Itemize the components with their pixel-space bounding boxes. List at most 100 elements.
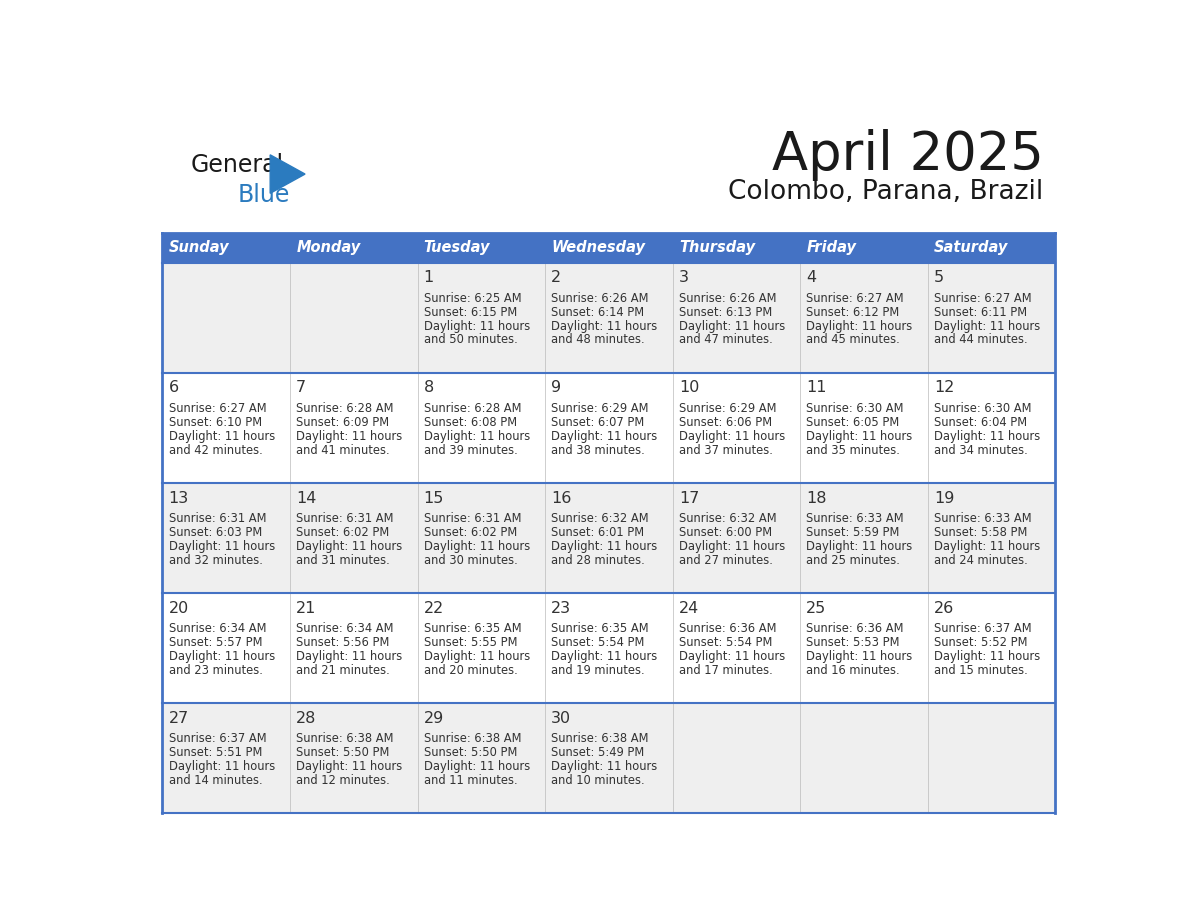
Text: Sunrise: 6:26 AM: Sunrise: 6:26 AM bbox=[551, 292, 649, 305]
Text: April 2025: April 2025 bbox=[772, 129, 1043, 182]
Bar bbox=[928, 233, 1055, 263]
Text: Daylight: 11 hours: Daylight: 11 hours bbox=[169, 760, 274, 773]
Text: Sunset: 6:15 PM: Sunset: 6:15 PM bbox=[424, 306, 517, 319]
Text: Sunset: 6:03 PM: Sunset: 6:03 PM bbox=[169, 526, 261, 539]
Text: Sunrise: 6:37 AM: Sunrise: 6:37 AM bbox=[169, 733, 266, 745]
Text: Sunrise: 6:38 AM: Sunrise: 6:38 AM bbox=[424, 733, 522, 745]
Text: and 28 minutes.: and 28 minutes. bbox=[551, 554, 645, 566]
Text: 23: 23 bbox=[551, 600, 571, 616]
Text: and 39 minutes.: and 39 minutes. bbox=[424, 443, 518, 456]
Text: 8: 8 bbox=[424, 380, 434, 396]
Text: Sunset: 5:56 PM: Sunset: 5:56 PM bbox=[296, 636, 390, 649]
Text: Daylight: 11 hours: Daylight: 11 hours bbox=[424, 760, 530, 773]
Text: 18: 18 bbox=[807, 490, 827, 506]
Text: Sunrise: 6:34 AM: Sunrise: 6:34 AM bbox=[296, 622, 393, 635]
Bar bbox=[545, 233, 672, 263]
Text: Sunset: 5:53 PM: Sunset: 5:53 PM bbox=[807, 636, 899, 649]
Text: 11: 11 bbox=[807, 380, 827, 396]
Text: Sunset: 6:07 PM: Sunset: 6:07 PM bbox=[551, 416, 645, 429]
Text: Daylight: 11 hours: Daylight: 11 hours bbox=[678, 540, 785, 553]
Text: Wednesday: Wednesday bbox=[551, 241, 645, 255]
Text: 5: 5 bbox=[934, 270, 944, 285]
Text: and 42 minutes.: and 42 minutes. bbox=[169, 443, 263, 456]
Text: and 47 minutes.: and 47 minutes. bbox=[678, 333, 772, 346]
Text: Daylight: 11 hours: Daylight: 11 hours bbox=[551, 430, 657, 442]
Text: Sunset: 6:02 PM: Sunset: 6:02 PM bbox=[424, 526, 517, 539]
Text: Sunset: 6:04 PM: Sunset: 6:04 PM bbox=[934, 416, 1028, 429]
Text: Sunrise: 6:31 AM: Sunrise: 6:31 AM bbox=[424, 512, 522, 525]
Text: Colombo, Parana, Brazil: Colombo, Parana, Brazil bbox=[728, 179, 1043, 206]
Text: Sunrise: 6:29 AM: Sunrise: 6:29 AM bbox=[678, 402, 776, 415]
Text: Daylight: 11 hours: Daylight: 11 hours bbox=[934, 319, 1041, 332]
Text: Daylight: 11 hours: Daylight: 11 hours bbox=[678, 319, 785, 332]
Text: General: General bbox=[191, 152, 284, 176]
Bar bbox=[672, 233, 801, 263]
Text: and 24 minutes.: and 24 minutes. bbox=[934, 554, 1028, 566]
Text: Sunrise: 6:32 AM: Sunrise: 6:32 AM bbox=[678, 512, 777, 525]
Bar bbox=[163, 233, 290, 263]
Text: Saturday: Saturday bbox=[934, 241, 1009, 255]
Text: Sunset: 5:50 PM: Sunset: 5:50 PM bbox=[296, 746, 390, 759]
Text: Sunrise: 6:26 AM: Sunrise: 6:26 AM bbox=[678, 292, 776, 305]
Bar bbox=[290, 233, 417, 263]
Text: 27: 27 bbox=[169, 711, 189, 726]
Bar bbox=[163, 593, 1055, 703]
Text: 9: 9 bbox=[551, 380, 562, 396]
Text: Daylight: 11 hours: Daylight: 11 hours bbox=[424, 540, 530, 553]
Text: and 20 minutes.: and 20 minutes. bbox=[424, 664, 518, 677]
Text: Sunset: 6:11 PM: Sunset: 6:11 PM bbox=[934, 306, 1028, 319]
Text: and 48 minutes.: and 48 minutes. bbox=[551, 333, 645, 346]
Text: Sunset: 6:10 PM: Sunset: 6:10 PM bbox=[169, 416, 261, 429]
Text: Sunset: 5:55 PM: Sunset: 5:55 PM bbox=[424, 636, 517, 649]
Text: Tuesday: Tuesday bbox=[424, 241, 491, 255]
Text: Daylight: 11 hours: Daylight: 11 hours bbox=[678, 430, 785, 442]
Text: and 37 minutes.: and 37 minutes. bbox=[678, 443, 772, 456]
Text: Sunset: 5:50 PM: Sunset: 5:50 PM bbox=[424, 746, 517, 759]
Text: Daylight: 11 hours: Daylight: 11 hours bbox=[296, 540, 403, 553]
Text: 19: 19 bbox=[934, 490, 954, 506]
Bar bbox=[163, 263, 1055, 373]
Text: 7: 7 bbox=[296, 380, 307, 396]
Text: Daylight: 11 hours: Daylight: 11 hours bbox=[551, 540, 657, 553]
Text: Daylight: 11 hours: Daylight: 11 hours bbox=[551, 650, 657, 663]
Text: Daylight: 11 hours: Daylight: 11 hours bbox=[424, 430, 530, 442]
Bar bbox=[801, 233, 928, 263]
Text: Sunset: 6:06 PM: Sunset: 6:06 PM bbox=[678, 416, 772, 429]
Text: and 35 minutes.: and 35 minutes. bbox=[807, 443, 901, 456]
Text: Sunrise: 6:35 AM: Sunrise: 6:35 AM bbox=[551, 622, 649, 635]
Text: Sunset: 5:52 PM: Sunset: 5:52 PM bbox=[934, 636, 1028, 649]
Text: and 41 minutes.: and 41 minutes. bbox=[296, 443, 390, 456]
Text: Sunrise: 6:34 AM: Sunrise: 6:34 AM bbox=[169, 622, 266, 635]
Text: Daylight: 11 hours: Daylight: 11 hours bbox=[169, 650, 274, 663]
Text: Sunset: 5:58 PM: Sunset: 5:58 PM bbox=[934, 526, 1028, 539]
Text: Daylight: 11 hours: Daylight: 11 hours bbox=[424, 650, 530, 663]
Text: Sunrise: 6:35 AM: Sunrise: 6:35 AM bbox=[424, 622, 522, 635]
Text: and 25 minutes.: and 25 minutes. bbox=[807, 554, 901, 566]
Bar bbox=[163, 703, 1055, 813]
Text: 13: 13 bbox=[169, 490, 189, 506]
Text: Friday: Friday bbox=[807, 241, 857, 255]
Text: Sunset: 6:02 PM: Sunset: 6:02 PM bbox=[296, 526, 390, 539]
Text: and 31 minutes.: and 31 minutes. bbox=[296, 554, 390, 566]
Text: Sunrise: 6:38 AM: Sunrise: 6:38 AM bbox=[551, 733, 649, 745]
Text: and 11 minutes.: and 11 minutes. bbox=[424, 774, 517, 787]
Text: Sunrise: 6:30 AM: Sunrise: 6:30 AM bbox=[934, 402, 1031, 415]
Text: 21: 21 bbox=[296, 600, 316, 616]
Text: Sunrise: 6:31 AM: Sunrise: 6:31 AM bbox=[169, 512, 266, 525]
Text: 1: 1 bbox=[424, 270, 434, 285]
Text: Daylight: 11 hours: Daylight: 11 hours bbox=[169, 540, 274, 553]
Text: and 34 minutes.: and 34 minutes. bbox=[934, 443, 1028, 456]
Text: and 15 minutes.: and 15 minutes. bbox=[934, 664, 1028, 677]
Bar bbox=[417, 233, 545, 263]
Text: and 30 minutes.: and 30 minutes. bbox=[424, 554, 518, 566]
Text: Sunrise: 6:27 AM: Sunrise: 6:27 AM bbox=[807, 292, 904, 305]
Text: Daylight: 11 hours: Daylight: 11 hours bbox=[551, 319, 657, 332]
Text: Sunset: 6:14 PM: Sunset: 6:14 PM bbox=[551, 306, 644, 319]
Text: and 14 minutes.: and 14 minutes. bbox=[169, 774, 263, 787]
Text: Daylight: 11 hours: Daylight: 11 hours bbox=[807, 540, 912, 553]
Text: Sunrise: 6:27 AM: Sunrise: 6:27 AM bbox=[169, 402, 266, 415]
Text: Daylight: 11 hours: Daylight: 11 hours bbox=[424, 319, 530, 332]
Text: Sunrise: 6:32 AM: Sunrise: 6:32 AM bbox=[551, 512, 649, 525]
Text: Sunset: 6:01 PM: Sunset: 6:01 PM bbox=[551, 526, 644, 539]
Text: Sunrise: 6:28 AM: Sunrise: 6:28 AM bbox=[296, 402, 393, 415]
